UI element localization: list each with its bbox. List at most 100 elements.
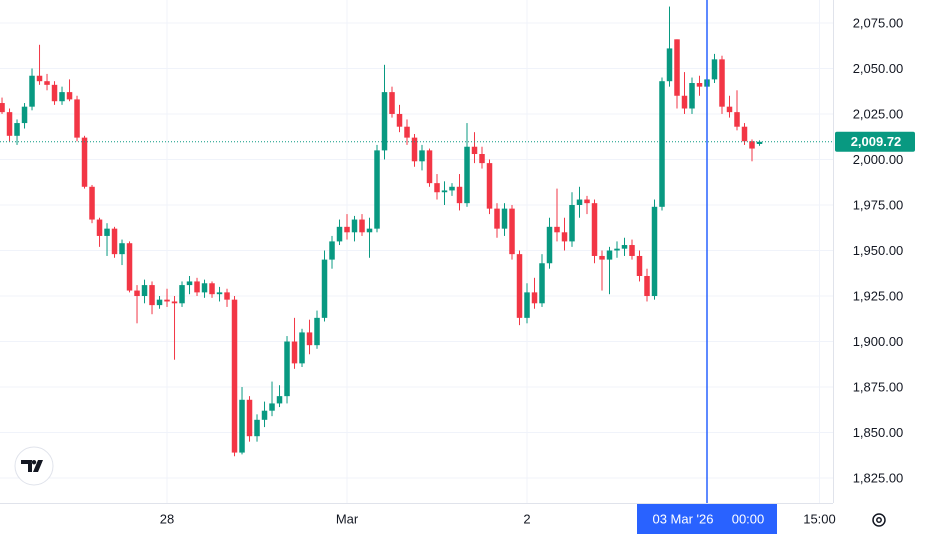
candle-body (186, 281, 193, 286)
candle-body (689, 83, 695, 109)
y-tick-label: 1,950.00 (853, 243, 904, 258)
candle-body (404, 126, 410, 138)
candle-body (224, 292, 230, 300)
candle-body (359, 219, 365, 233)
candle-body (381, 92, 388, 151)
candle-body (374, 150, 380, 229)
candle-body (719, 59, 725, 107)
candle-body (524, 292, 530, 318)
candle-body (336, 226, 343, 242)
logo-badge (14, 446, 54, 486)
candle-body (14, 123, 20, 136)
candle-body (134, 290, 140, 297)
candle-body (329, 241, 335, 260)
candle-body (479, 154, 485, 164)
candles (0, 6, 763, 457)
candle-body (501, 208, 508, 229)
candle-body (569, 204, 575, 242)
candle-body (696, 83, 703, 87)
candle-body (516, 254, 523, 318)
candle-body (674, 39, 680, 96)
settings-gear[interactable] (872, 513, 886, 527)
candle-body (314, 317, 320, 346)
candle-body (111, 228, 118, 255)
candle-body (494, 208, 500, 229)
y-tick-label: 1,975.00 (853, 197, 904, 212)
candle-body (6, 112, 13, 136)
y-tick-label: 1,875.00 (853, 379, 904, 394)
candle-body (546, 226, 553, 264)
candle-body (89, 186, 95, 220)
candle-body (629, 245, 635, 256)
candle-body (734, 112, 740, 127)
candle-body (389, 92, 395, 114)
candle-body (486, 163, 493, 209)
candle-body (66, 92, 73, 100)
candle-body (741, 126, 748, 142)
candle-body (156, 299, 163, 306)
candle-body (539, 263, 545, 304)
candle-body (659, 81, 665, 207)
candle-body (321, 259, 328, 318)
candle-body (666, 48, 673, 82)
last-price-badge (835, 131, 915, 152)
candle-body (96, 219, 103, 236)
y-tick-label: 2,000.00 (853, 152, 904, 167)
candle-body (591, 203, 598, 256)
candle-body (21, 106, 28, 124)
crosshair-date: 03 Mar '26 (652, 511, 713, 526)
candle-body (756, 141, 763, 145)
candle-body (276, 396, 283, 404)
candle-body (419, 150, 425, 162)
candle-body (141, 285, 148, 297)
candle-body (434, 183, 440, 193)
y-tick-label: 2,025.00 (853, 106, 904, 121)
candle-body (119, 243, 125, 255)
candle-body (171, 301, 178, 304)
candle-body (59, 92, 65, 102)
candle-body (651, 206, 658, 297)
candle-body (74, 99, 80, 138)
candle-body (239, 399, 245, 453)
candle-body (531, 292, 538, 304)
candle-body (396, 113, 403, 127)
candle-body (636, 255, 643, 276)
candle-body (231, 299, 238, 453)
candle-body (726, 106, 733, 113)
candle-body (471, 146, 478, 155)
candle-body (614, 248, 620, 251)
candle-body (44, 81, 50, 85)
candle-body (179, 285, 185, 304)
x-tick-label: 2 (523, 511, 530, 526)
y-tick-label: 2,075.00 (853, 15, 904, 30)
candle-body (194, 281, 200, 293)
logo (14, 446, 54, 486)
candle-body (426, 150, 433, 184)
candle-body (749, 141, 755, 149)
candle-body (291, 341, 298, 364)
y-tick-label: 2,050.00 (853, 61, 904, 76)
candle-body (351, 219, 358, 233)
last-price-label: 2,009.72 (851, 134, 902, 149)
candle-body (366, 228, 373, 233)
candle-body (51, 84, 58, 102)
candle-body (554, 226, 560, 233)
candle-body (254, 419, 260, 437)
x-tick-label: 15:00 (803, 511, 836, 526)
overlay: 2,009.72 03 Mar '26 00:00 (0, 0, 915, 534)
candle-body (606, 250, 613, 260)
candle-body (246, 399, 253, 437)
candle-body (0, 103, 5, 113)
candle-body (284, 341, 290, 397)
candle-body (599, 255, 605, 260)
candle-body (216, 292, 223, 295)
candle-body (29, 75, 35, 107)
candle-body (621, 245, 628, 249)
logo-mark (21, 460, 43, 472)
y-tick-label: 1,850.00 (853, 425, 904, 440)
settings-gear-center[interactable] (876, 517, 882, 523)
settings-button[interactable] (872, 513, 886, 527)
candle-body (306, 332, 313, 346)
